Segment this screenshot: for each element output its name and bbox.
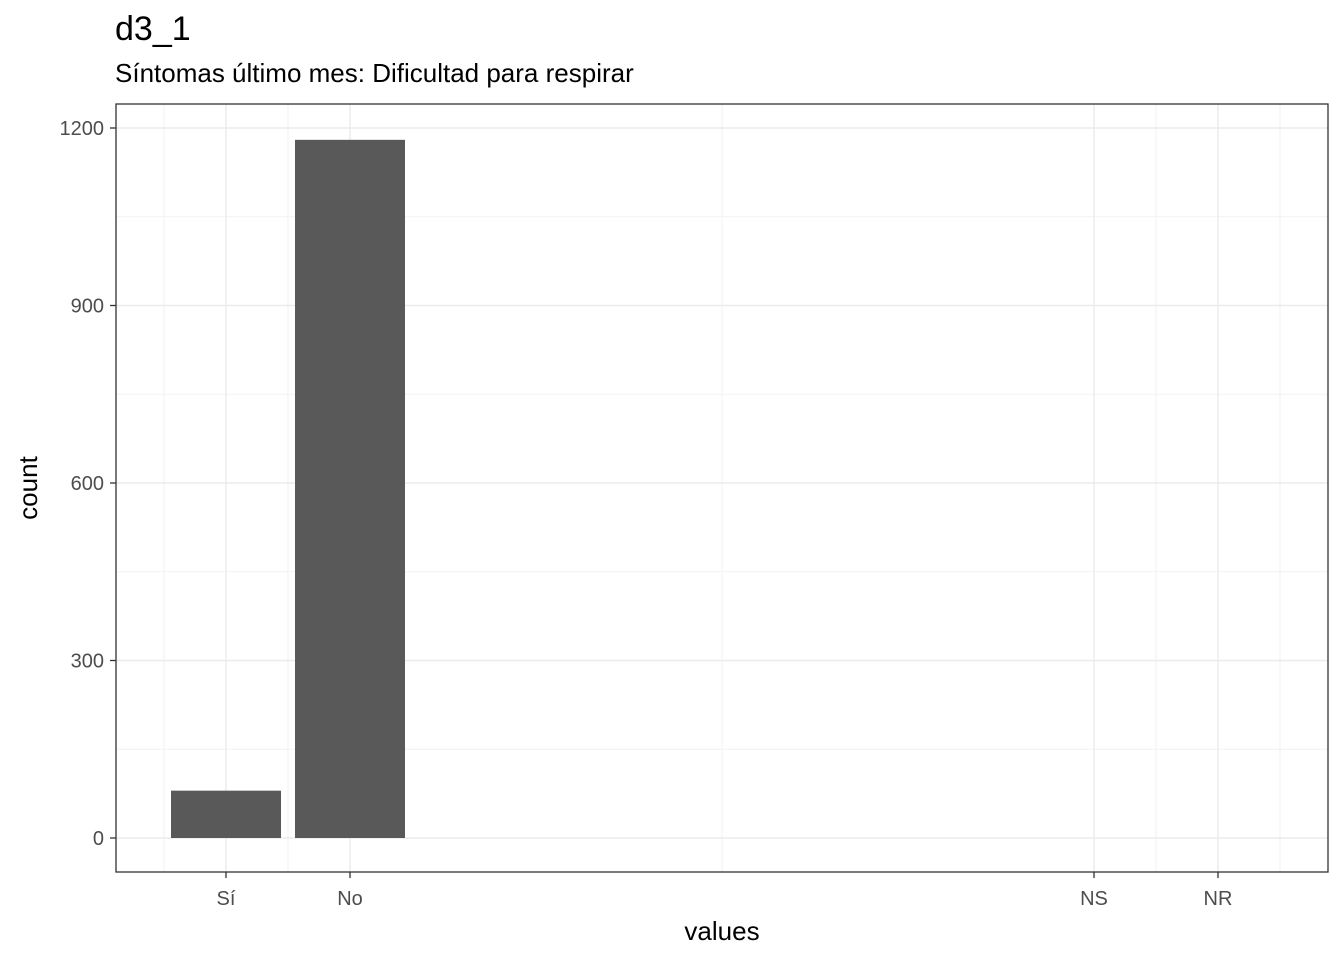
y-tick-label: 600	[71, 473, 104, 495]
y-tick-label: 900	[71, 296, 104, 318]
bars	[171, 139, 405, 839]
x-axis-title: values	[684, 916, 759, 946]
x-tick-label: No	[337, 888, 363, 910]
y-tick-label: 1200	[60, 118, 105, 140]
bar-No	[295, 139, 405, 839]
y-axis: 0 300 600 900 1200	[60, 118, 116, 850]
panel-border	[115, 103, 1329, 873]
y-tick-label: 0	[93, 828, 104, 850]
x-tick-label: NS	[1080, 888, 1108, 910]
x-axis: Sí No NS NR	[217, 872, 1233, 910]
chart-subtitle: Síntomas último mes: Dificultad para res…	[115, 58, 634, 88]
bar-Sí	[171, 790, 281, 838]
y-axis-title: count	[13, 455, 43, 519]
chart-title: d3_1	[115, 10, 191, 48]
x-tick-label: NR	[1204, 888, 1233, 910]
x-tick-label: Sí	[217, 888, 236, 910]
y-tick-label: 300	[71, 651, 104, 673]
